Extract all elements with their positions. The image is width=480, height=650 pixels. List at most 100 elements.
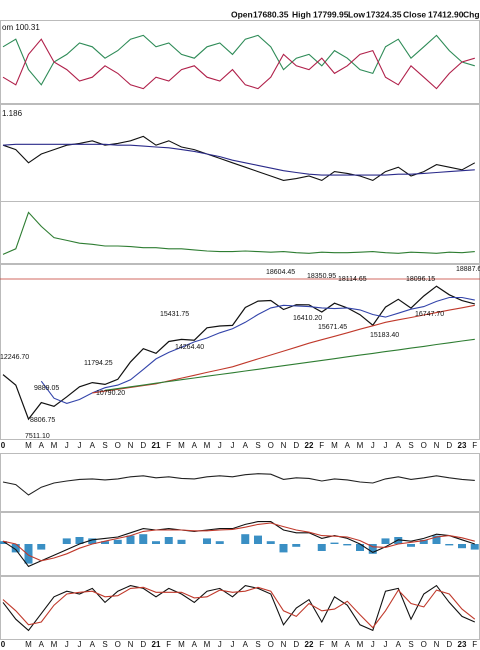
histogram-bar (432, 535, 441, 544)
histogram-bar (139, 534, 148, 544)
price-annotation: 18887.60 (456, 266, 480, 273)
panel-label: 1.186 (2, 109, 23, 118)
x-tick-label: F (319, 441, 324, 450)
x-tick-label: N (128, 441, 134, 450)
series-line (2, 584, 476, 632)
x-tick-label: S (408, 640, 413, 649)
histogram-bar (343, 544, 352, 546)
x-tick-label: M (178, 640, 185, 649)
header-value: 17680.35 (253, 9, 289, 19)
price-annotation: 10790.20 (96, 390, 125, 397)
x-tick-label: M (331, 640, 338, 649)
x-tick-label: J (384, 441, 388, 450)
series-line (2, 135, 476, 182)
histogram-bar (266, 541, 275, 544)
histogram-bar (292, 544, 301, 547)
x-tick-label: O (268, 441, 274, 450)
series-line (2, 143, 475, 176)
x-tick-label: S (255, 640, 260, 649)
x-tick-label: A (192, 640, 198, 649)
x-tick-label: J (78, 640, 82, 649)
histogram-bar (164, 537, 173, 544)
header-value: 17799.95 (313, 9, 349, 19)
x-tick-label: O (421, 441, 427, 450)
x-tick-label: M (25, 441, 32, 450)
histogram-bar (0, 541, 7, 544)
x-tick-label: N (281, 640, 287, 649)
x-tick-label: J (65, 441, 69, 450)
histogram-bar (203, 538, 211, 544)
histogram-bar (445, 544, 454, 546)
histogram-bar (37, 544, 46, 550)
histogram-bar (254, 535, 262, 544)
price-annotation: 15431.75 (160, 311, 189, 318)
x-tick-label: A (396, 441, 402, 450)
header-value: 17412.90 (428, 9, 464, 19)
x-tick-label: F (472, 640, 477, 649)
x-tick-label: M (51, 640, 58, 649)
x-tick-label: A (39, 640, 45, 649)
x-tick-label: A (345, 640, 351, 649)
header-value: 17324.35 (366, 9, 402, 19)
x-tick-label: O (115, 640, 121, 649)
price-annotation: 18350.95 (307, 273, 336, 280)
panel-frame (0, 453, 480, 512)
x-tick-label: F (472, 441, 477, 450)
x-tick-label: J (371, 640, 375, 649)
x-tick-label: 22 (305, 640, 314, 649)
header-label: Close (403, 9, 426, 19)
x-tick-label: 22 (305, 441, 314, 450)
x-tick-label: A (243, 441, 249, 450)
x-tick-label: A (39, 441, 45, 450)
x-tick-label: J (218, 640, 222, 649)
x-tick-label: M (51, 441, 58, 450)
histogram-bar (394, 537, 403, 544)
price-annotation: 7511.10 (25, 433, 50, 440)
header-label: Low (348, 9, 365, 19)
x-tick-label: N (434, 640, 440, 649)
header-label: High (292, 9, 311, 19)
x-tick-label: D (140, 441, 146, 450)
x-tick-label: N (281, 441, 287, 450)
x-tick-label: J (78, 441, 82, 450)
x-tick-label: M (25, 640, 32, 649)
histogram-bar (177, 539, 186, 544)
x-tick-label: A (345, 441, 351, 450)
price-annotation: 12246.70 (0, 354, 29, 361)
histogram-bar (458, 544, 466, 549)
histogram-bar (381, 538, 390, 544)
histogram-bar (152, 541, 160, 544)
x-tick-label: A (396, 640, 402, 649)
x-tick-label: S (408, 441, 413, 450)
x-tick-label: 23 (458, 441, 467, 450)
series-line (2, 521, 475, 568)
x-tick-label: J (231, 441, 235, 450)
x-tick-label: M (357, 441, 364, 450)
price-annotation: 11794.25 (84, 360, 113, 367)
x-tick-label: O (268, 640, 274, 649)
x-tick-label: M (204, 441, 211, 450)
x-tick-label: A (243, 640, 249, 649)
x-tick-label: F (166, 640, 171, 649)
series-line (2, 38, 475, 90)
x-tick-label: M (331, 441, 338, 450)
panel-label: om 100.31 (2, 23, 40, 32)
price-annotation: 14264.40 (175, 344, 204, 351)
x-tick-label: J (371, 441, 375, 450)
histogram-bar (113, 539, 122, 544)
histogram-bar (470, 544, 479, 550)
histogram-bar (419, 539, 428, 544)
x-tick-label: J (218, 441, 222, 450)
histogram-bar (241, 534, 250, 544)
x-tick-label: O (115, 441, 121, 450)
price-annotation: 15671.45 (318, 324, 347, 331)
price-annotation: 16747.70 (415, 311, 444, 318)
price-annotation: 18114.65 (338, 276, 367, 283)
price-annotation: 8806.75 (30, 417, 55, 424)
x-tick-label: S (102, 441, 107, 450)
price-annotation: 16410.20 (293, 315, 322, 322)
header-label: Open (231, 9, 253, 19)
series-line (2, 211, 475, 255)
